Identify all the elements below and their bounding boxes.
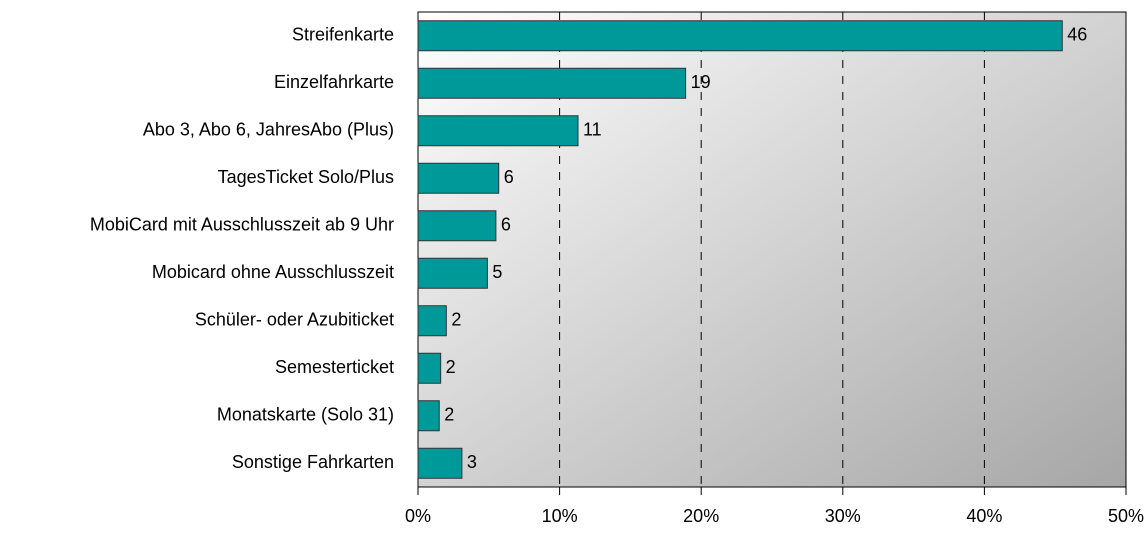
- data-label: 11: [583, 120, 602, 140]
- x-tick-label: 0%: [405, 506, 431, 526]
- data-label: 6: [504, 167, 514, 187]
- y-tick-label: Abo 3, Abo 6, JahresAbo (Plus): [143, 120, 394, 140]
- bar: [417, 20, 1063, 52]
- bar: [417, 115, 579, 147]
- x-tick-label: 30%: [825, 506, 861, 526]
- bar: [417, 67, 687, 99]
- x-tick-label: 50%: [1108, 506, 1144, 526]
- data-label: 2: [446, 357, 456, 377]
- y-tick-label: Einzelfahrkarte: [274, 72, 394, 92]
- bar: [417, 400, 440, 432]
- x-tick-label: 10%: [542, 506, 578, 526]
- data-label: 3: [467, 452, 477, 472]
- bar: [417, 162, 500, 194]
- x-tick-label: 20%: [683, 506, 719, 526]
- data-label: 2: [444, 405, 454, 425]
- y-tick-label: Schüler- oder Azubiticket: [195, 310, 394, 330]
- bar: [417, 447, 463, 479]
- y-tick-label: Streifenkarte: [292, 25, 394, 45]
- y-tick-label: TagesTicket Solo/Plus: [218, 167, 394, 187]
- data-label: 46: [1067, 25, 1087, 45]
- y-tick-label: MobiCard mit Ausschlusszeit ab 9 Uhr: [90, 215, 394, 235]
- data-label: 5: [492, 262, 502, 282]
- y-tick-label: Monatskarte (Solo 31): [217, 405, 394, 425]
- bar: [417, 352, 442, 384]
- data-label: 2: [451, 310, 461, 330]
- plot-border: [417, 11, 1127, 488]
- y-tick-label: Semesterticket: [275, 357, 394, 377]
- data-label: 19: [691, 72, 711, 92]
- x-tick-label: 40%: [966, 506, 1002, 526]
- bar: [417, 257, 488, 289]
- data-label: 6: [501, 215, 511, 235]
- y-tick-label: Sonstige Fahrkarten: [232, 452, 394, 472]
- y-tick-label: Mobicard ohne Ausschlusszeit: [152, 262, 394, 282]
- bar: [417, 305, 447, 337]
- bar: [417, 210, 497, 242]
